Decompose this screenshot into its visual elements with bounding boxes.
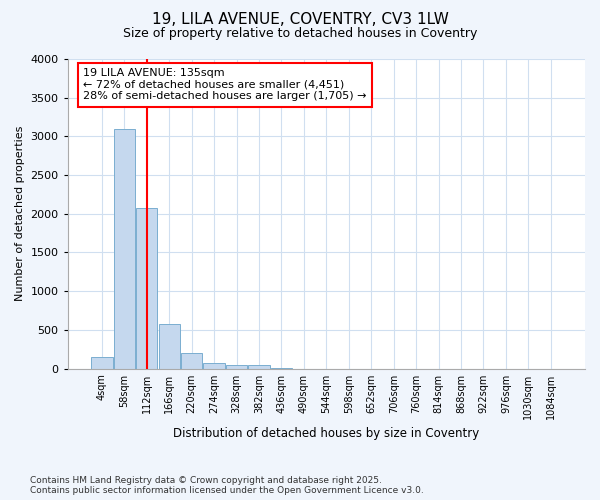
Bar <box>248 366 269 368</box>
Text: 19, LILA AVENUE, COVENTRY, CV3 1LW: 19, LILA AVENUE, COVENTRY, CV3 1LW <box>152 12 448 28</box>
Bar <box>91 357 113 368</box>
Bar <box>226 364 247 368</box>
Bar <box>158 324 180 368</box>
Text: Contains HM Land Registry data © Crown copyright and database right 2025.
Contai: Contains HM Land Registry data © Crown c… <box>30 476 424 495</box>
Text: 19 LILA AVENUE: 135sqm
← 72% of detached houses are smaller (4,451)
28% of semi-: 19 LILA AVENUE: 135sqm ← 72% of detached… <box>83 68 367 102</box>
Bar <box>113 128 135 368</box>
Bar <box>203 363 225 368</box>
Y-axis label: Number of detached properties: Number of detached properties <box>15 126 25 302</box>
Bar <box>181 353 202 368</box>
X-axis label: Distribution of detached houses by size in Coventry: Distribution of detached houses by size … <box>173 427 479 440</box>
Text: Size of property relative to detached houses in Coventry: Size of property relative to detached ho… <box>123 28 477 40</box>
Bar <box>136 208 157 368</box>
